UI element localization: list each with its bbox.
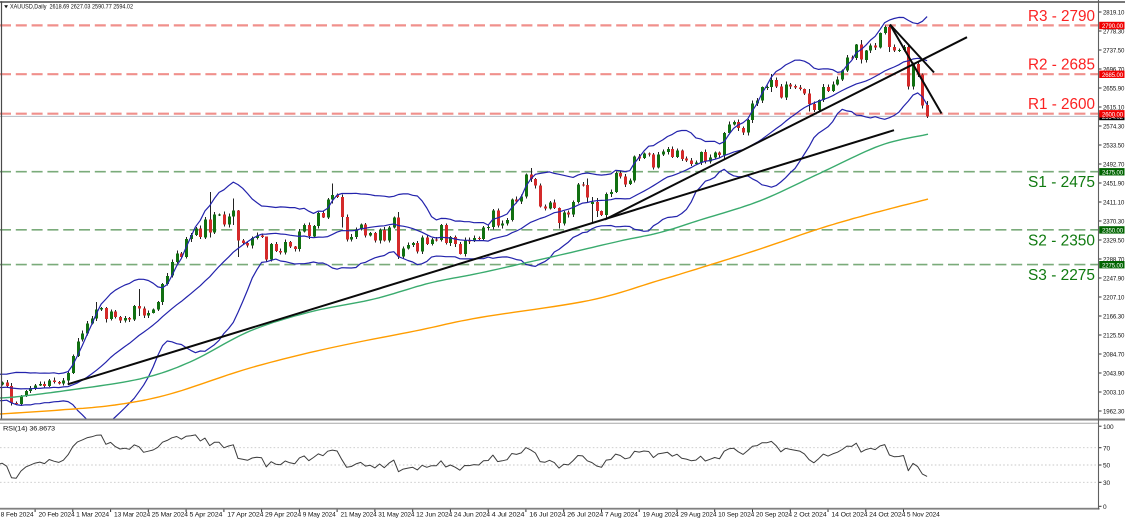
- svg-text:2166.30: 2166.30: [1103, 314, 1125, 321]
- svg-text:31 May 2024: 31 May 2024: [378, 512, 415, 519]
- svg-text:5 Nov 2024: 5 Nov 2024: [907, 512, 940, 519]
- svg-text:S3 - 2275: S3 - 2275: [1028, 267, 1095, 284]
- svg-text:R1 - 2600: R1 - 2600: [1028, 96, 1095, 113]
- svg-text:2451.90: 2451.90: [1103, 181, 1125, 188]
- svg-text:20 Sep 2024: 20 Sep 2024: [756, 512, 793, 519]
- svg-text:16 Jul 2024: 16 Jul 2024: [529, 512, 566, 519]
- svg-text:2411.10: 2411.10: [1103, 200, 1125, 207]
- svg-text:7 Aug 2024: 7 Aug 2024: [605, 512, 638, 519]
- svg-text:26 Jul 2024: 26 Jul 2024: [567, 512, 604, 519]
- svg-text:12 Jun 2024: 12 Jun 2024: [416, 512, 453, 519]
- svg-text:14 Oct 2024: 14 Oct 2024: [831, 512, 868, 519]
- svg-text:2475.00: 2475.00: [1102, 169, 1123, 176]
- svg-text:2043.90: 2043.90: [1103, 371, 1125, 378]
- svg-text:2574.30: 2574.30: [1103, 124, 1125, 131]
- svg-text:2247.90: 2247.90: [1103, 276, 1125, 283]
- svg-text:S1 - 2475: S1 - 2475: [1028, 174, 1095, 191]
- svg-text:19 Aug 2024: 19 Aug 2024: [643, 512, 680, 519]
- svg-text:XAUUSD,Daily 2618.69 2627.03: XAUUSD,Daily 2618.69 2627.03 2590.77 259…: [10, 4, 133, 11]
- svg-text:24 Oct 2024: 24 Oct 2024: [869, 512, 906, 519]
- svg-text:29 Aug 2024: 29 Aug 2024: [680, 512, 717, 519]
- svg-text:24 Jun 2024: 24 Jun 2024: [454, 512, 491, 519]
- svg-text:2737.50: 2737.50: [1103, 48, 1125, 55]
- svg-text:1962.30: 1962.30: [1103, 409, 1125, 416]
- svg-text:2003.10: 2003.10: [1103, 390, 1125, 397]
- svg-text:70: 70: [1103, 445, 1110, 452]
- svg-text:2600.00: 2600.00: [1102, 111, 1123, 118]
- svg-text:13 Mar 2024: 13 Mar 2024: [114, 512, 151, 519]
- svg-text:17 Apr 2024: 17 Apr 2024: [227, 512, 264, 519]
- svg-text:2615.10: 2615.10: [1103, 105, 1125, 112]
- svg-text:4 Jul 2024: 4 Jul 2024: [492, 512, 525, 519]
- svg-text:R2 - 2685: R2 - 2685: [1028, 57, 1095, 74]
- svg-text:0: 0: [1103, 504, 1107, 511]
- svg-text:30: 30: [1103, 480, 1110, 487]
- svg-text:21 May 2024: 21 May 2024: [341, 512, 378, 519]
- svg-text:2084.70: 2084.70: [1103, 352, 1125, 359]
- svg-text:R3 - 2790: R3 - 2790: [1028, 8, 1095, 25]
- svg-text:5 Apr 2024: 5 Apr 2024: [190, 512, 223, 519]
- svg-text:2 Oct 2024: 2 Oct 2024: [794, 512, 827, 519]
- svg-text:2350.00: 2350.00: [1102, 228, 1123, 235]
- svg-text:2819.10: 2819.10: [1103, 10, 1125, 17]
- svg-text:9 May 2024: 9 May 2024: [303, 512, 336, 519]
- svg-text:2275.00: 2275.00: [1102, 262, 1123, 269]
- svg-text:2125.50: 2125.50: [1103, 333, 1125, 340]
- svg-text:1 Mar 2024: 1 Mar 2024: [76, 512, 109, 519]
- svg-text:2329.50: 2329.50: [1103, 238, 1125, 245]
- svg-text:2778.30: 2778.30: [1103, 29, 1125, 36]
- svg-text:20 Feb 2024: 20 Feb 2024: [39, 512, 76, 519]
- svg-text:2207.10: 2207.10: [1103, 295, 1125, 302]
- svg-text:2696.70: 2696.70: [1103, 67, 1125, 74]
- svg-text:100: 100: [1103, 424, 1114, 431]
- svg-text:2288.70: 2288.70: [1103, 257, 1125, 264]
- svg-text:2533.50: 2533.50: [1103, 143, 1125, 150]
- svg-text:S2 - 2350: S2 - 2350: [1028, 232, 1095, 249]
- svg-text:29 Apr 2024: 29 Apr 2024: [265, 512, 302, 519]
- svg-text:25 Mar 2024: 25 Mar 2024: [152, 512, 189, 519]
- svg-text:10 Sep 2024: 10 Sep 2024: [718, 512, 755, 519]
- svg-text:2370.30: 2370.30: [1103, 219, 1125, 226]
- svg-text:8 Feb 2024: 8 Feb 2024: [1, 512, 34, 519]
- svg-text:2655.90: 2655.90: [1103, 86, 1125, 93]
- svg-text:2492.70: 2492.70: [1103, 162, 1125, 169]
- svg-text:2790.00: 2790.00: [1102, 23, 1123, 30]
- svg-text:2594.02: 2594.02: [1102, 114, 1123, 121]
- svg-text:2685.00: 2685.00: [1102, 72, 1123, 79]
- svg-text:50: 50: [1103, 463, 1110, 470]
- svg-text:RSI(14) 36.8673: RSI(14) 36.8673: [3, 426, 56, 433]
